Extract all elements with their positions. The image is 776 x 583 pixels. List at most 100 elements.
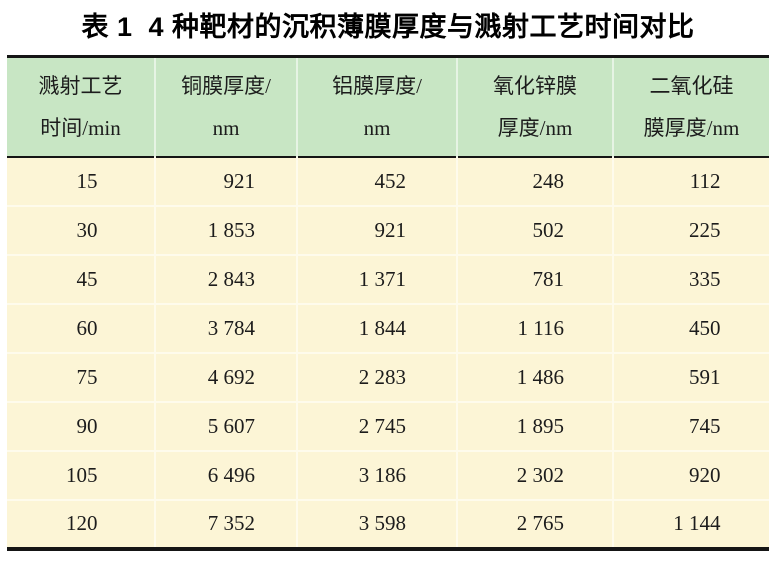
header-line: nm — [212, 115, 240, 140]
header-line: 氧化锌膜 — [493, 73, 577, 98]
cell-value: 1 844 — [358, 315, 406, 340]
cell-value: 75 — [76, 364, 98, 389]
cell-value: 2 745 — [358, 413, 406, 438]
data-table: 溅射工艺 时间/min 铜膜厚度/ nm 铝膜厚度/ nm 氧化锌膜 厚度/nm… — [7, 55, 769, 551]
cell-value: 248 — [532, 168, 565, 193]
cell-value: 745 — [689, 413, 721, 438]
cell-zinc-oxide: 1 116 — [456, 302, 613, 353]
cell-value: 2 283 — [358, 364, 406, 389]
cell-aluminum: 2 745 — [296, 400, 457, 451]
cell-value: 502 — [532, 217, 565, 242]
cell-value: 90 — [76, 413, 98, 438]
header-line: 厚度/nm — [497, 115, 573, 140]
cell-value: 591 — [689, 364, 721, 389]
header-cell-sputter-time: 溅射工艺 时间/min — [7, 56, 155, 157]
cell-zinc-oxide: 248 — [456, 156, 613, 206]
cell-value: 1 371 — [358, 266, 406, 291]
cell-zinc-oxide: 781 — [456, 253, 613, 304]
cell-value: 781 — [532, 266, 565, 291]
cell-copper: 7 352 — [154, 498, 297, 549]
header-line: 膜厚度/nm — [643, 115, 740, 140]
table-title-label: 表 1 — [81, 12, 133, 42]
table-title-text: 4 种靶材的沉积薄膜厚度与溅射工艺时间对比 — [148, 12, 695, 42]
cell-aluminum: 921 — [296, 204, 457, 255]
cell-silicon-dioxide: 1 144 — [612, 498, 769, 549]
table-row: 45 2 843 1 371 781 335 — [7, 253, 769, 304]
cell-value: 1 486 — [516, 364, 564, 389]
cell-aluminum: 3 598 — [296, 498, 457, 549]
cell-value: 3 784 — [207, 315, 255, 340]
cell-zinc-oxide: 502 — [456, 204, 613, 255]
cell-value: 921 — [374, 217, 407, 242]
cell-value: 335 — [689, 266, 721, 291]
cell-copper: 2 843 — [154, 253, 297, 304]
header-line: 时间/min — [40, 115, 121, 140]
cell-value: 920 — [689, 462, 721, 487]
cell-value: 45 — [76, 266, 98, 291]
cell-value: 6 496 — [207, 462, 255, 487]
header-line: nm — [363, 115, 391, 140]
cell-value: 1 853 — [207, 217, 255, 242]
cell-aluminum: 1 371 — [296, 253, 457, 304]
cell-copper: 4 692 — [154, 351, 297, 402]
cell-copper: 921 — [154, 156, 297, 206]
cell-value: 30 — [76, 217, 98, 242]
cell-value: 2 843 — [207, 266, 255, 291]
table-row: 105 6 496 3 186 2 302 920 — [7, 449, 769, 500]
cell-time: 120 — [7, 498, 155, 549]
header-cell-copper-thickness: 铜膜厚度/ nm — [154, 56, 297, 157]
cell-value: 2 765 — [516, 511, 564, 535]
cell-value: 60 — [76, 315, 98, 340]
header-cell-silicon-dioxide-thickness: 二氧化硅 膜厚度/nm — [612, 56, 769, 157]
table-row: 120 7 352 3 598 2 765 1 144 — [7, 498, 769, 549]
cell-copper: 6 496 — [154, 449, 297, 500]
header-cell-aluminum-thickness: 铝膜厚度/ nm — [296, 56, 457, 157]
cell-value: 2 302 — [516, 462, 564, 487]
cell-value: 120 — [66, 511, 98, 535]
table-row: 15 921 452 248 112 — [7, 156, 769, 206]
cell-copper: 5 607 — [154, 400, 297, 451]
cell-zinc-oxide: 2 302 — [456, 449, 613, 500]
cell-silicon-dioxide: 335 — [612, 253, 769, 304]
header-line: 铝膜厚度/ — [332, 73, 422, 98]
cell-zinc-oxide: 1 895 — [456, 400, 613, 451]
header-cell-zinc-oxide-thickness: 氧化锌膜 厚度/nm — [456, 56, 613, 157]
cell-silicon-dioxide: 591 — [612, 351, 769, 402]
table-row: 75 4 692 2 283 1 486 591 — [7, 351, 769, 402]
cell-aluminum: 2 283 — [296, 351, 457, 402]
cell-value: 452 — [374, 168, 407, 193]
header-row: 溅射工艺 时间/min 铜膜厚度/ nm 铝膜厚度/ nm 氧化锌膜 厚度/nm… — [7, 56, 769, 157]
table-row: 90 5 607 2 745 1 895 745 — [7, 400, 769, 451]
cell-aluminum: 452 — [296, 156, 457, 206]
cell-time: 15 — [7, 156, 155, 206]
cell-zinc-oxide: 1 486 — [456, 351, 613, 402]
cell-time: 75 — [7, 351, 155, 402]
cell-value: 4 692 — [207, 364, 255, 389]
cell-value: 3 186 — [358, 462, 406, 487]
cell-aluminum: 1 844 — [296, 302, 457, 353]
cell-zinc-oxide: 2 765 — [456, 498, 613, 549]
header-line: 铜膜厚度/ — [181, 73, 271, 98]
table-row: 30 1 853 921 502 225 — [7, 204, 769, 255]
cell-time: 30 — [7, 204, 155, 255]
cell-value: 7 352 — [207, 511, 255, 535]
cell-value: 1 116 — [517, 315, 564, 340]
header-line: 二氧化硅 — [649, 73, 734, 98]
cell-value: 105 — [66, 462, 98, 487]
cell-value: 5 607 — [207, 413, 255, 438]
cell-time: 90 — [7, 400, 155, 451]
table-row: 60 3 784 1 844 1 116 450 — [7, 302, 769, 353]
cell-time: 105 — [7, 449, 155, 500]
cell-silicon-dioxide: 745 — [612, 400, 769, 451]
cell-value: 3 598 — [358, 511, 406, 535]
cell-silicon-dioxide: 450 — [612, 302, 769, 353]
cell-copper: 3 784 — [154, 302, 297, 353]
cell-silicon-dioxide: 112 — [612, 156, 769, 206]
cell-value: 225 — [689, 217, 721, 242]
cell-value: 1 895 — [516, 413, 564, 438]
cell-time: 60 — [7, 302, 155, 353]
cell-value: 112 — [689, 168, 721, 193]
cell-value: 921 — [223, 168, 256, 193]
header-line: 溅射工艺 — [38, 73, 123, 98]
table-title: 表 1 4 种靶材的沉积薄膜厚度与溅射工艺时间对比 — [0, 10, 776, 44]
